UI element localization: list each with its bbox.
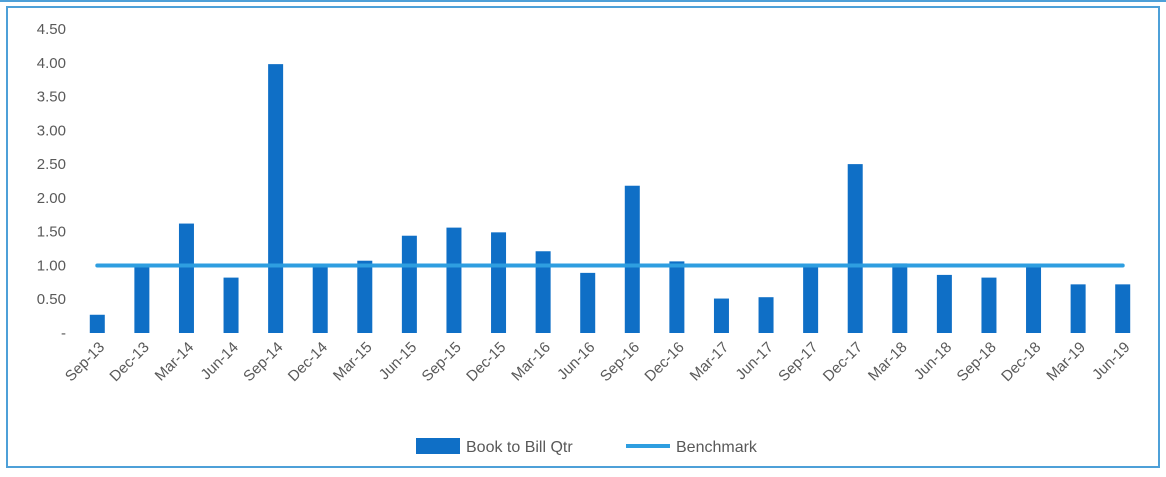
bar-dec-13 [134,267,150,333]
bar-jun-17 [758,297,774,333]
y-tick-label: 4.00 [37,55,66,72]
bar-jun-19 [1115,284,1131,333]
y-tick-label: 3.00 [37,122,66,139]
bar-jun-16 [580,272,596,333]
legend-label-book-to-bill: Book to Bill Qtr [466,439,573,456]
bar-sep-16 [624,185,640,333]
x-tick-label: Dec-14 [285,339,331,385]
bar-dec-16 [669,261,685,333]
bar-mar-15 [357,260,373,333]
x-tick-label: Jun-19 [1089,339,1133,383]
chart-frame [6,6,1160,468]
x-tick-label: Sep-13 [62,339,108,385]
x-tick-label: Dec-16 [641,339,687,385]
x-tick-label: Dec-15 [463,339,509,385]
bar-dec-18 [1026,267,1042,333]
x-tick-label: Mar-18 [865,339,911,385]
x-tick-label: Jun-15 [376,339,420,383]
y-tick-label: 2.50 [37,156,66,173]
bar-jun-15 [401,235,417,333]
y-tick-label: 4.50 [37,21,66,38]
y-tick-label: 1.00 [37,257,66,274]
x-tick-label: Sep-16 [597,339,643,385]
x-tick-label: Dec-17 [820,339,866,385]
x-tick-label: Dec-13 [106,339,152,385]
y-tick-label: 1.50 [37,224,66,241]
top-border-line [0,0,1166,2]
bar-sep-15 [446,227,462,333]
bar-sep-13 [89,314,105,333]
bar-sep-18 [981,277,997,333]
bar-mar-16 [535,251,551,333]
legend-swatch-book-to-bill [416,438,460,454]
x-tick-label: Dec-18 [998,339,1044,385]
bar-jun-18 [936,274,952,333]
x-tick-label: Jun-14 [197,339,241,383]
bar-sep-17 [803,267,819,333]
bar-mar-18 [892,263,908,333]
legend-label-benchmark: Benchmark [676,439,758,456]
x-tick-label: Sep-14 [240,339,286,385]
x-tick-label: Mar-15 [330,339,376,385]
bar-dec-15 [491,232,507,333]
x-tick-label: Jun-18 [911,339,955,383]
bar-dec-14 [312,267,328,333]
bar-mar-19 [1070,284,1086,333]
x-tick-label: Sep-18 [954,339,1000,385]
bar-mar-17 [713,298,729,333]
bar-mar-14 [178,223,194,333]
x-tick-label: Mar-17 [687,339,733,385]
bar-dec-17 [847,164,863,333]
bar-jun-14 [223,277,239,333]
x-tick-label: Mar-16 [508,339,554,385]
x-tick-label: Mar-14 [152,339,198,385]
bar-sep-14 [268,64,284,333]
y-tick-label: 0.50 [37,291,66,308]
y-tick-label: 2.00 [37,190,66,207]
x-tick-label: Sep-15 [419,339,465,385]
x-tick-label: Jun-17 [732,339,776,383]
x-tick-label: Sep-17 [775,339,821,385]
y-tick-label: 3.50 [37,89,66,106]
y-tick-label: - [61,325,66,342]
x-tick-label: Jun-16 [554,339,598,383]
x-tick-label: Mar-19 [1043,339,1089,385]
